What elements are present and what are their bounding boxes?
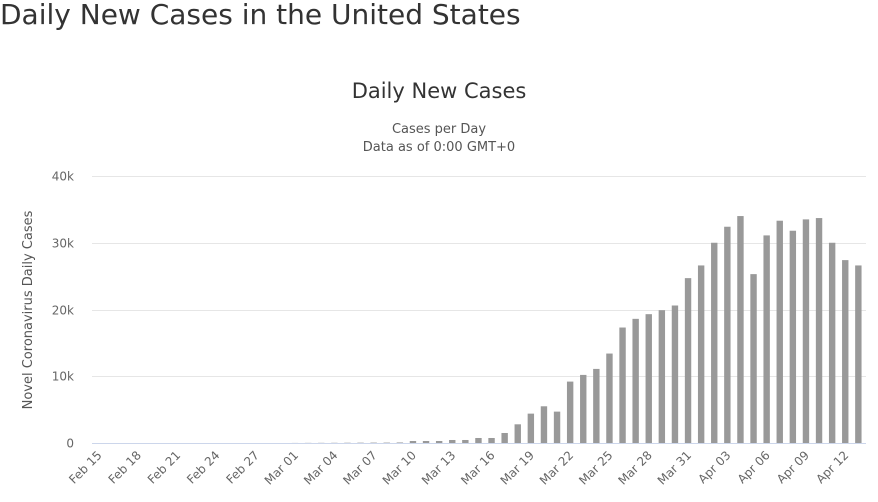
x-tick-label: Mar 22 xyxy=(537,448,576,487)
y-tick-label: 0 xyxy=(66,437,74,451)
bar-mar-17[interactable] xyxy=(501,432,508,443)
bar-mar-11[interactable] xyxy=(422,440,430,443)
bar-mar-16[interactable] xyxy=(488,437,495,443)
bar-mar-28[interactable] xyxy=(645,314,652,443)
bar-mar-19[interactable] xyxy=(527,413,535,443)
y-axis-title: Novel Coronavirus Daily Cases xyxy=(21,210,36,409)
chart-subtitle-line-2: Data as of 0:00 GMT+0 xyxy=(363,140,515,155)
bar-mar-31[interactable] xyxy=(684,278,692,443)
bar-apr-09[interactable] xyxy=(802,219,810,443)
x-tick-label: Feb 27 xyxy=(223,448,261,486)
x-tick-label: Mar 16 xyxy=(458,448,497,487)
bar-mar-13[interactable] xyxy=(449,439,456,443)
bar-mar-25[interactable] xyxy=(606,353,613,443)
page-title: Daily New Cases in the United States xyxy=(0,0,521,31)
x-tick-label: Mar 10 xyxy=(380,448,419,487)
y-tick-label: 20k xyxy=(52,304,74,318)
x-tick-label: Feb 24 xyxy=(184,448,222,486)
x-tick-label: Mar 25 xyxy=(576,448,615,487)
bar-mar-20[interactable] xyxy=(540,406,548,443)
x-tick-label: Apr 03 xyxy=(695,448,733,486)
x-tick-label: Mar 28 xyxy=(615,448,654,487)
x-tick-label: Mar 07 xyxy=(340,448,379,487)
x-tick-label: Feb 15 xyxy=(66,448,104,486)
bar-apr-04[interactable] xyxy=(737,216,744,443)
bar-mar-15[interactable] xyxy=(475,437,482,443)
x-tick-label: Mar 13 xyxy=(419,448,458,487)
y-tick-label: 10k xyxy=(52,370,74,384)
x-tick-label: Mar 19 xyxy=(498,448,537,487)
bar-mar-27[interactable] xyxy=(632,318,639,443)
bar-mar-14[interactable] xyxy=(462,439,469,443)
chart-subtitle-line-1: Cases per Day xyxy=(392,122,486,137)
bar-apr-07[interactable] xyxy=(776,220,783,443)
bar-apr-11[interactable] xyxy=(828,242,836,443)
x-tick-label: Apr 09 xyxy=(774,448,812,486)
chart-title: Daily New Cases xyxy=(352,79,527,103)
bar-mar-26[interactable] xyxy=(619,327,626,443)
bar-mar-24[interactable] xyxy=(593,368,600,443)
bar-apr-05[interactable] xyxy=(750,274,757,443)
bar-apr-12[interactable] xyxy=(842,260,849,443)
bar-apr-10[interactable] xyxy=(815,218,823,443)
bar-mar-21[interactable] xyxy=(553,411,561,443)
x-tick-label: Mar 01 xyxy=(262,448,301,487)
bar-mar-23[interactable] xyxy=(580,374,587,443)
y-tick-label: 40k xyxy=(52,170,74,184)
bar-apr-06[interactable] xyxy=(763,235,770,443)
y-tick-label: 30k xyxy=(52,237,74,251)
bar-apr-08[interactable] xyxy=(789,230,797,443)
bar-mar-09[interactable] xyxy=(396,442,404,443)
bar-mar-10[interactable] xyxy=(409,440,417,443)
bar-mar-22[interactable] xyxy=(566,381,574,443)
bar-apr-13[interactable] xyxy=(855,265,862,443)
x-tick-label: Mar 31 xyxy=(655,448,694,487)
bar-apr-03[interactable] xyxy=(724,226,731,443)
bar-mar-30[interactable] xyxy=(671,305,679,443)
x-tick-label: Apr 12 xyxy=(813,448,851,486)
x-tick-label: Feb 21 xyxy=(145,448,183,486)
bar-mar-18[interactable] xyxy=(514,424,521,443)
bar-apr-01[interactable] xyxy=(697,265,705,443)
x-tick-label: Apr 06 xyxy=(735,448,773,486)
bar-apr-02[interactable] xyxy=(711,242,718,443)
bar-mar-29[interactable] xyxy=(658,310,666,443)
x-tick-label: Mar 04 xyxy=(301,448,340,487)
bar-mar-12[interactable] xyxy=(435,440,443,443)
x-tick-label: Feb 18 xyxy=(106,448,144,486)
